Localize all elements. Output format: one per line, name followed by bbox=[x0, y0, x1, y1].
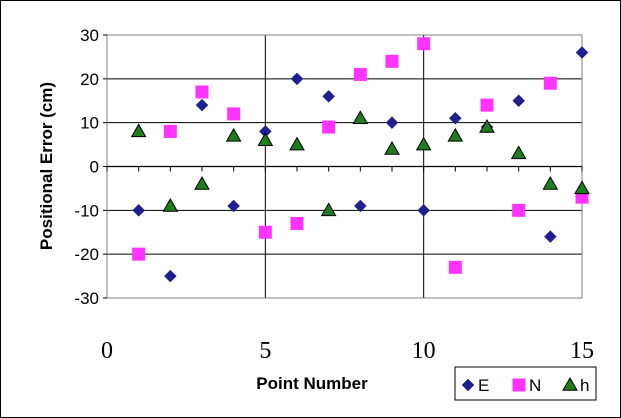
data-point-E bbox=[163, 269, 177, 283]
data-point-E bbox=[322, 90, 336, 103]
data-point-h bbox=[320, 202, 337, 217]
data-point-E bbox=[512, 94, 526, 108]
y-tick-label: 20 bbox=[80, 70, 99, 89]
legend-marker-E bbox=[461, 378, 475, 392]
x-tick-label: 5 bbox=[259, 338, 271, 364]
data-point-N bbox=[417, 37, 431, 51]
y-tick-label: 30 bbox=[80, 26, 99, 45]
legend-label-E: E bbox=[478, 376, 489, 395]
x-axis-title: Point Number bbox=[256, 374, 368, 393]
data-point-N bbox=[132, 247, 146, 261]
data-point-h bbox=[194, 176, 210, 190]
data-point-E bbox=[543, 230, 557, 243]
data-point-E bbox=[353, 199, 367, 213]
data-point-N bbox=[258, 225, 272, 239]
data-point-N bbox=[353, 67, 367, 81]
data-point-N bbox=[227, 107, 241, 121]
data-point-E bbox=[227, 199, 241, 213]
data-point-E bbox=[575, 46, 589, 59]
data-point-h bbox=[510, 145, 527, 160]
data-point-N bbox=[512, 203, 526, 217]
data-point-h bbox=[352, 110, 369, 125]
y-tick-label: -10 bbox=[74, 201, 99, 220]
data-point-N bbox=[290, 216, 304, 230]
data-point-h bbox=[447, 127, 464, 142]
data-point-N bbox=[195, 85, 209, 99]
data-point-h bbox=[257, 132, 274, 146]
data-point-N bbox=[322, 120, 336, 134]
y-axis-title: Positional Error (cm) bbox=[37, 82, 56, 250]
legend-marker-N bbox=[512, 378, 526, 392]
data-point-E bbox=[132, 203, 146, 217]
data-point-h bbox=[479, 119, 495, 133]
data-point-N bbox=[543, 76, 557, 90]
tick-labels: 30 20 10 0 -10 -20 -30 0 5 10 15 bbox=[74, 26, 594, 364]
legend-marker-h bbox=[562, 376, 578, 391]
data-point-h bbox=[289, 136, 305, 151]
data-point-N bbox=[480, 98, 494, 112]
data-point-E bbox=[385, 116, 399, 130]
data-point-h bbox=[415, 136, 432, 151]
data-point-E bbox=[417, 203, 431, 217]
x-tick-label: 0 bbox=[101, 338, 113, 364]
data-point-h bbox=[162, 197, 179, 212]
y-tick-label: -30 bbox=[74, 289, 99, 308]
data-point-N bbox=[385, 54, 399, 68]
data-point-N bbox=[163, 124, 177, 138]
axes bbox=[103, 34, 583, 299]
data-point-E bbox=[290, 72, 304, 86]
data-point-N bbox=[448, 260, 462, 274]
legend-label-h: h bbox=[580, 376, 589, 395]
data-point-h bbox=[225, 127, 242, 142]
legend-label-N: N bbox=[529, 376, 541, 395]
y-tick-label: -20 bbox=[74, 245, 99, 264]
x-tick-label: 15 bbox=[570, 338, 594, 364]
data-point-h bbox=[130, 123, 147, 138]
x-tick-label: 10 bbox=[412, 338, 436, 364]
data-series bbox=[130, 37, 590, 283]
data-point-h bbox=[574, 180, 590, 195]
data-point-h bbox=[542, 176, 559, 190]
data-point-E bbox=[195, 98, 209, 112]
data-point-E bbox=[448, 111, 462, 125]
y-tick-label: 10 bbox=[80, 114, 99, 133]
data-point-h bbox=[384, 140, 400, 155]
y-tick-label: 0 bbox=[90, 158, 99, 177]
